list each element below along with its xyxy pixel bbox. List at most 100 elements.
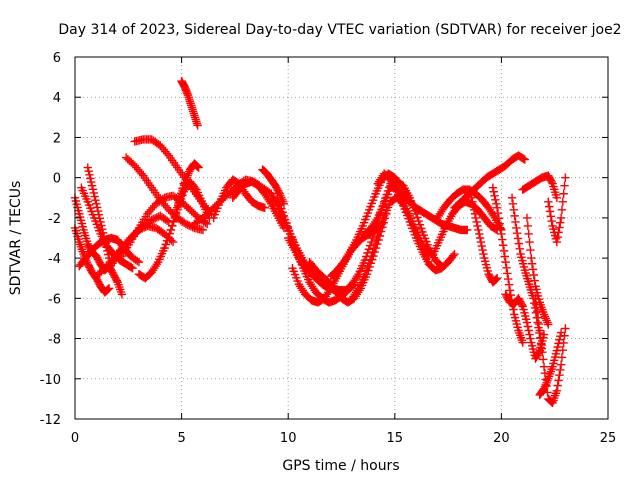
y-tick-label: 4: [53, 91, 61, 106]
data-point: [483, 266, 492, 276]
data-point: [90, 192, 99, 201]
data-point: [383, 189, 393, 199]
data-point: [529, 270, 539, 280]
data-point: [409, 227, 418, 236]
data-point: [275, 200, 285, 210]
data-point: [360, 270, 370, 279]
data-point: [182, 202, 191, 211]
data-point: [373, 231, 382, 241]
data-point: [544, 197, 553, 206]
data-point: [524, 229, 533, 239]
chart-title: Day 314 of 2023, Sidereal Day-to-day VTE…: [58, 22, 621, 38]
data-point: [510, 211, 519, 221]
data-point: [370, 239, 380, 249]
data-point: [509, 310, 519, 319]
data-point: [518, 259, 528, 268]
data-point: [468, 197, 477, 206]
data-point: [556, 331, 565, 341]
y-tick-label: -8: [48, 333, 61, 348]
data-point: [495, 219, 504, 228]
data-point: [127, 158, 136, 167]
data-point: [418, 227, 427, 237]
data-point: [523, 221, 533, 231]
data-point: [193, 162, 203, 172]
data-point: [561, 173, 570, 182]
data-point: [160, 243, 169, 253]
data-point: [449, 251, 458, 260]
data-point: [91, 195, 100, 205]
data-point: [213, 204, 222, 213]
data-point: [480, 257, 490, 266]
data-point: [559, 189, 568, 198]
data-point: [512, 223, 521, 233]
data-point: [520, 155, 530, 164]
data-point: [521, 311, 530, 321]
data-point: [536, 333, 545, 342]
data-point: [98, 224, 107, 234]
data-point: [549, 359, 558, 368]
data-point: [374, 227, 384, 237]
data-point: [470, 209, 480, 219]
data-point: [95, 214, 104, 223]
data-point: [481, 260, 491, 269]
data-point: [475, 229, 484, 239]
data-point: [520, 308, 529, 318]
data-point: [99, 232, 109, 241]
data-point: [514, 239, 524, 248]
data-point: [419, 230, 428, 240]
data-point: [101, 239, 110, 248]
data-point: [86, 204, 95, 213]
data-point: [555, 223, 564, 232]
data-point: [532, 285, 541, 294]
series-arc-13: [173, 159, 203, 213]
data-point: [162, 236, 172, 246]
data-point: [362, 266, 371, 275]
data-point: [86, 174, 95, 183]
data-point: [92, 203, 102, 212]
data-point: [531, 282, 540, 291]
data-point: [404, 214, 413, 223]
data-point: [511, 217, 520, 227]
data-point: [377, 219, 386, 229]
data-point: [556, 360, 566, 369]
data-point: [490, 191, 499, 200]
data-point: [488, 183, 498, 192]
data-point: [363, 208, 373, 218]
data-point: [288, 263, 297, 273]
data-point: [519, 262, 529, 272]
data-point: [551, 349, 561, 359]
data-point: [538, 355, 548, 364]
data-point: [83, 197, 92, 206]
data-point: [552, 237, 562, 247]
data-point: [510, 313, 520, 322]
data-point: [96, 217, 105, 227]
data-point: [83, 163, 92, 172]
data-point: [260, 203, 269, 213]
data-point: [104, 284, 113, 294]
data-point: [279, 211, 289, 221]
series-arc-2: [70, 223, 114, 297]
data-point: [191, 210, 200, 219]
data-point: [121, 153, 131, 162]
data-point: [368, 247, 377, 257]
data-point: [546, 212, 556, 221]
data-point: [292, 273, 301, 283]
data-point: [503, 269, 512, 278]
data-point: [557, 353, 567, 362]
data-point: [290, 270, 300, 279]
data-point: [399, 201, 408, 211]
data-point: [525, 330, 534, 339]
y-axis-title: SDTVAR / TECUs: [8, 181, 24, 296]
data-point: [512, 319, 521, 329]
data-point: [194, 163, 203, 172]
data-point: [553, 342, 562, 352]
data-point: [502, 263, 511, 272]
data-point: [493, 208, 503, 218]
data-point: [505, 286, 515, 295]
data-point: [477, 241, 486, 251]
data-point: [414, 216, 423, 226]
data-point: [492, 199, 501, 209]
data-point: [496, 224, 505, 233]
data-point: [511, 316, 521, 326]
data-point: [417, 224, 426, 233]
